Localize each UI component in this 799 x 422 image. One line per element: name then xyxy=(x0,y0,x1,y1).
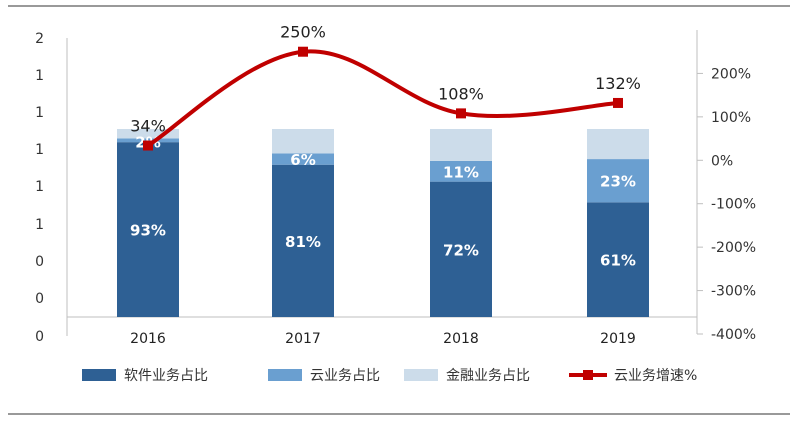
left-tick-label: 1 xyxy=(35,105,44,121)
segment-label: 81% xyxy=(285,233,321,251)
left-tick-label: 2 xyxy=(35,31,44,47)
right-tick-label: 0% xyxy=(711,153,733,169)
left-tick-label: 1 xyxy=(35,179,44,195)
bar-finance xyxy=(430,129,492,161)
segment-label: 11% xyxy=(443,163,479,181)
growth-marker xyxy=(613,97,623,108)
segment-label: 93% xyxy=(130,222,166,240)
legend-swatch xyxy=(82,369,116,381)
growth-marker xyxy=(456,108,466,119)
bar-software xyxy=(272,164,334,317)
left-tick-label: 0 xyxy=(35,291,44,307)
right-tick-label: -200% xyxy=(711,240,756,256)
category-labels: 2016 2017 2018 2019 xyxy=(130,331,636,347)
right-tick-label: -400% xyxy=(711,327,756,343)
legend-swatch xyxy=(404,369,438,381)
bar-software xyxy=(430,181,492,317)
right-tick-label: 100% xyxy=(711,110,751,126)
bar-cloud xyxy=(587,159,649,203)
bar-finance xyxy=(117,129,179,139)
left-tick-label: 1 xyxy=(35,142,44,158)
right-tick-label: -100% xyxy=(711,197,756,213)
growth-label: 250% xyxy=(280,23,326,42)
legend-line-marker xyxy=(583,370,593,380)
right-axis-ticks: -400% -300% -200% -100% 0% 100% 200% xyxy=(697,66,756,343)
segment-label: 6% xyxy=(290,151,315,169)
category-label: 2016 xyxy=(130,331,166,347)
right-tick-label: -300% xyxy=(711,284,756,300)
bar-finance xyxy=(587,129,649,160)
legend: 软件业务占比 云业务占比 金融业务占比 云业务增速% xyxy=(82,368,697,384)
legend-label: 软件业务占比 xyxy=(124,368,208,384)
left-tick-label: 0 xyxy=(35,329,44,345)
bar-cloud xyxy=(430,160,492,182)
left-tick-label: 1 xyxy=(35,68,44,84)
category-label: 2017 xyxy=(285,331,321,347)
growth-line: 34% 250% 108% 132% xyxy=(130,23,641,151)
bars: 93%2%81%6%72%11%61%23% xyxy=(117,129,649,317)
legend-label: 金融业务占比 xyxy=(446,368,530,384)
left-tick-label: 1 xyxy=(35,217,44,233)
growth-label: 34% xyxy=(130,117,166,136)
growth-label: 108% xyxy=(438,84,484,103)
category-label: 2018 xyxy=(443,331,479,347)
bar-software xyxy=(117,142,179,317)
category-label: 2019 xyxy=(600,331,636,347)
segment-label: 72% xyxy=(443,241,479,259)
segment-label: 23% xyxy=(600,173,636,191)
bar-software xyxy=(587,202,649,317)
growth-label: 132% xyxy=(595,74,641,93)
legend-label: 云业务增速% xyxy=(614,368,697,384)
segment-label: 61% xyxy=(600,252,636,270)
bar-cloud xyxy=(117,138,179,143)
bar-cloud xyxy=(272,153,334,165)
growth-marker xyxy=(143,140,153,151)
growth-line-path xyxy=(146,49,619,148)
left-axis-ticks: 0 0 0 1 1 1 1 1 2 xyxy=(35,31,44,345)
left-tick-label: 0 xyxy=(35,254,44,270)
legend-swatch xyxy=(268,369,302,381)
bar-finance xyxy=(272,129,334,154)
growth-marker xyxy=(298,46,308,57)
legend-label: 云业务占比 xyxy=(310,368,380,384)
right-tick-label: 200% xyxy=(711,66,751,82)
